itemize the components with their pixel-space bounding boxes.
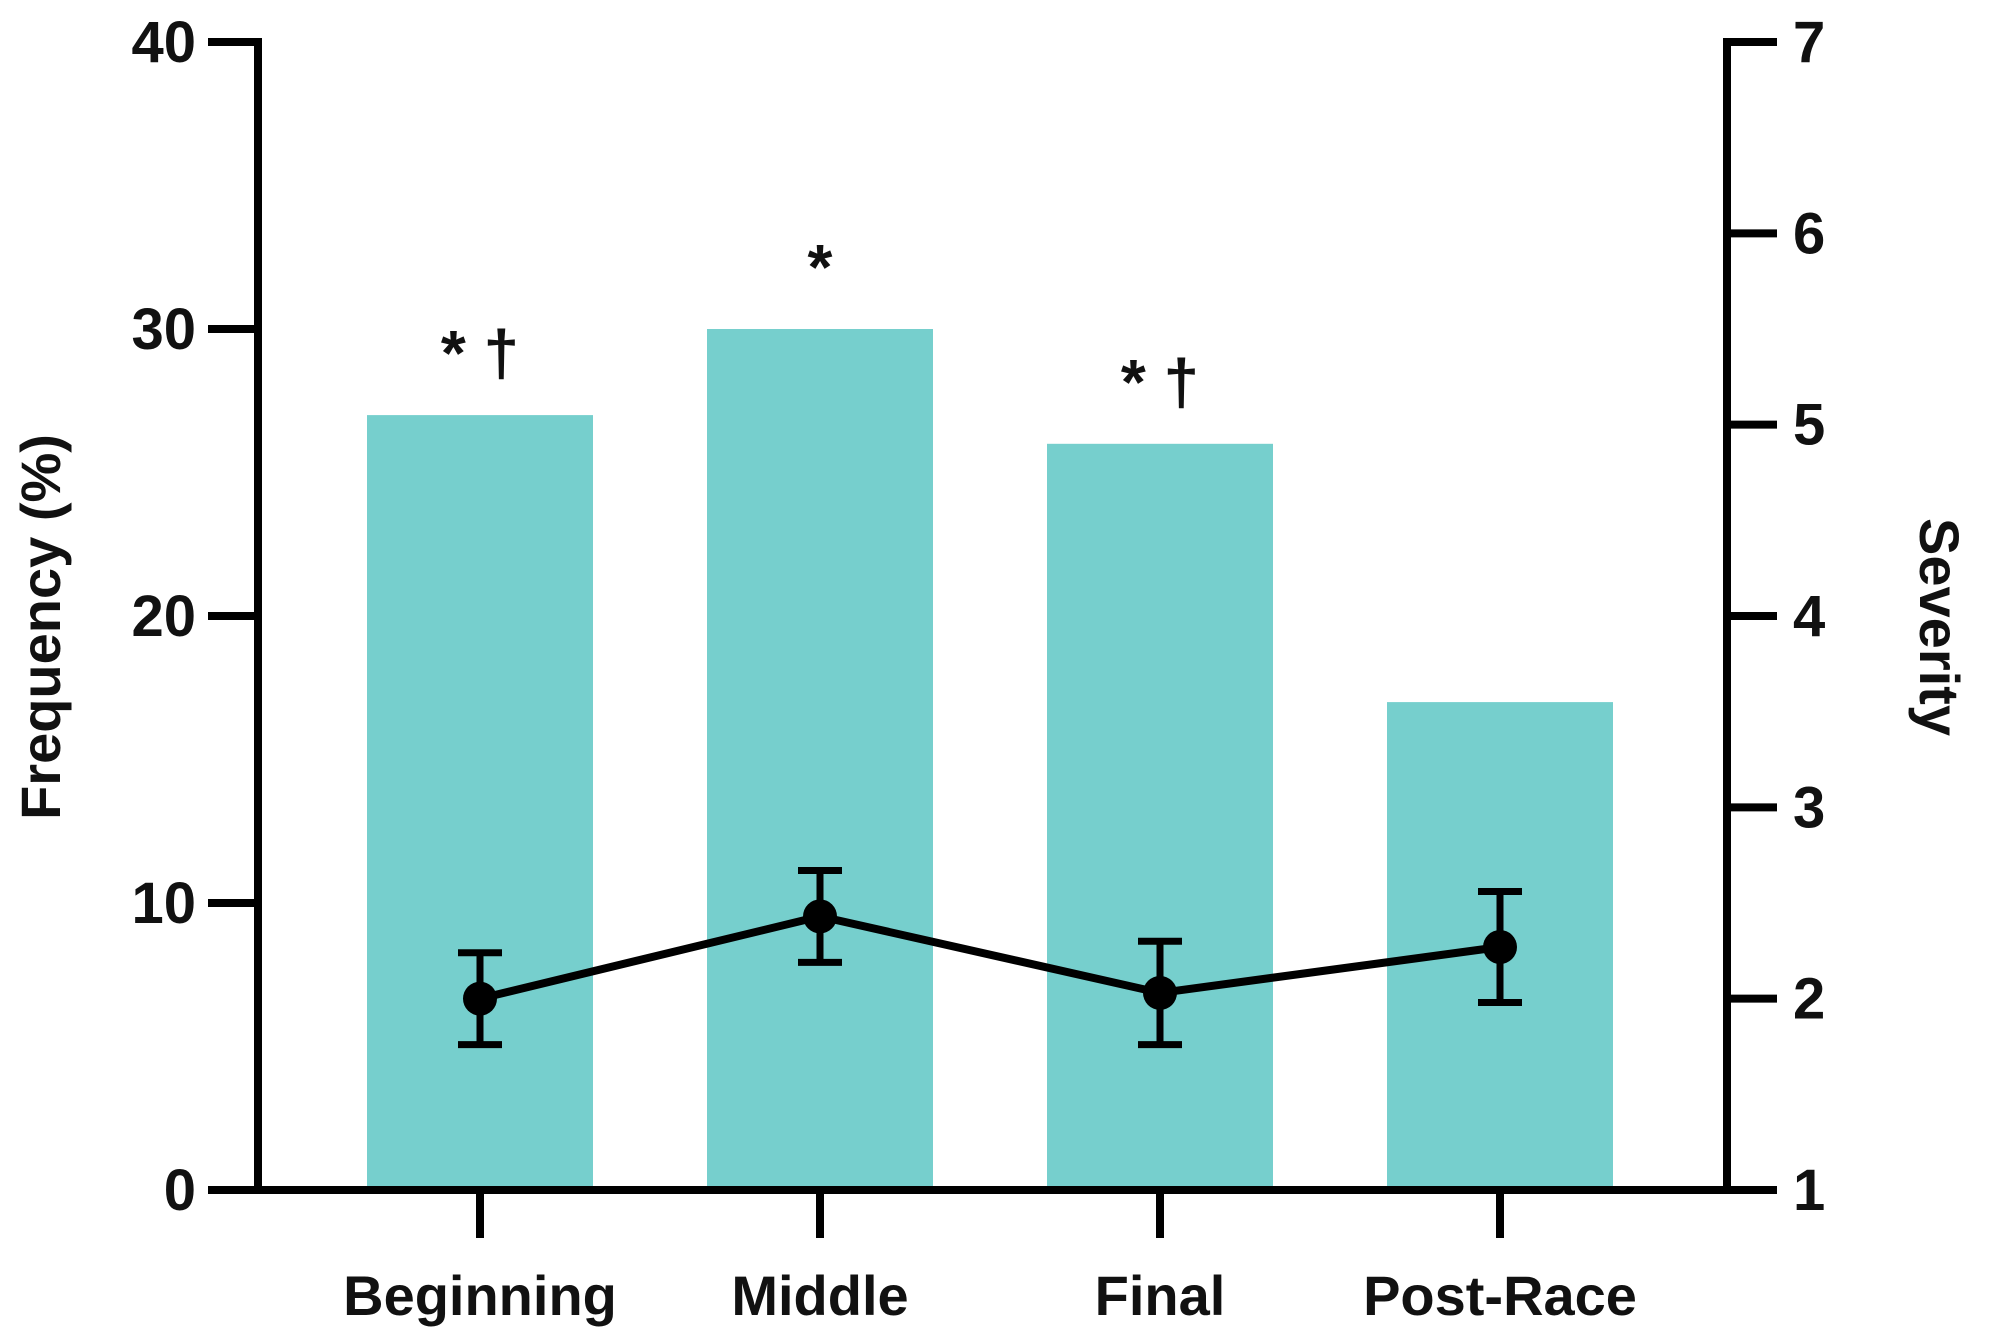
severity-point (463, 981, 497, 1016)
y2-tick-label: 2 (1793, 967, 1825, 1032)
axes: 0 10 20 30 40 1 2 3 4 5 6 7 Beginning Middle Final Post… (131, 10, 1825, 1327)
y-tick-label: 10 (131, 871, 196, 936)
y2-tick-label: 3 (1793, 775, 1825, 840)
y2-tick-label: 4 (1793, 584, 1825, 649)
bar-beginning (367, 415, 593, 1191)
y2-axis-title: Severity (1908, 518, 1971, 736)
bar-series (367, 329, 1613, 1191)
x-tick-label: Beginning (343, 1264, 617, 1327)
y2-tick-label: 7 (1793, 10, 1825, 75)
significance-marker: * (808, 231, 833, 303)
y2-tick-label: 5 (1793, 393, 1825, 458)
y-tick-label: 0 (164, 1158, 196, 1223)
significance-marker: * † (441, 317, 519, 389)
bar-middle (707, 329, 933, 1190)
significance-marker: * † (1121, 346, 1199, 418)
y-tick-label: 20 (131, 584, 196, 649)
line-series (458, 866, 1522, 1049)
y-tick-label: 40 (131, 10, 196, 75)
y-tick-label: 30 (131, 297, 196, 362)
y2-tick-label: 6 (1793, 201, 1825, 266)
severity-point (1483, 930, 1517, 965)
severity-point (803, 899, 837, 934)
y2-tick-label: 1 (1793, 1158, 1825, 1223)
severity-point (1143, 975, 1177, 1010)
x-tick-label: Middle (731, 1264, 908, 1327)
y-axis-title: Frequency (%) (9, 434, 72, 820)
x-tick-label: Final (1095, 1264, 1226, 1327)
bar-final (1047, 443, 1273, 1190)
x-tick-label: Post-Race (1363, 1264, 1637, 1327)
significance-annotations: * † * * † (441, 231, 1199, 418)
severity-line (479, 912, 1501, 1003)
